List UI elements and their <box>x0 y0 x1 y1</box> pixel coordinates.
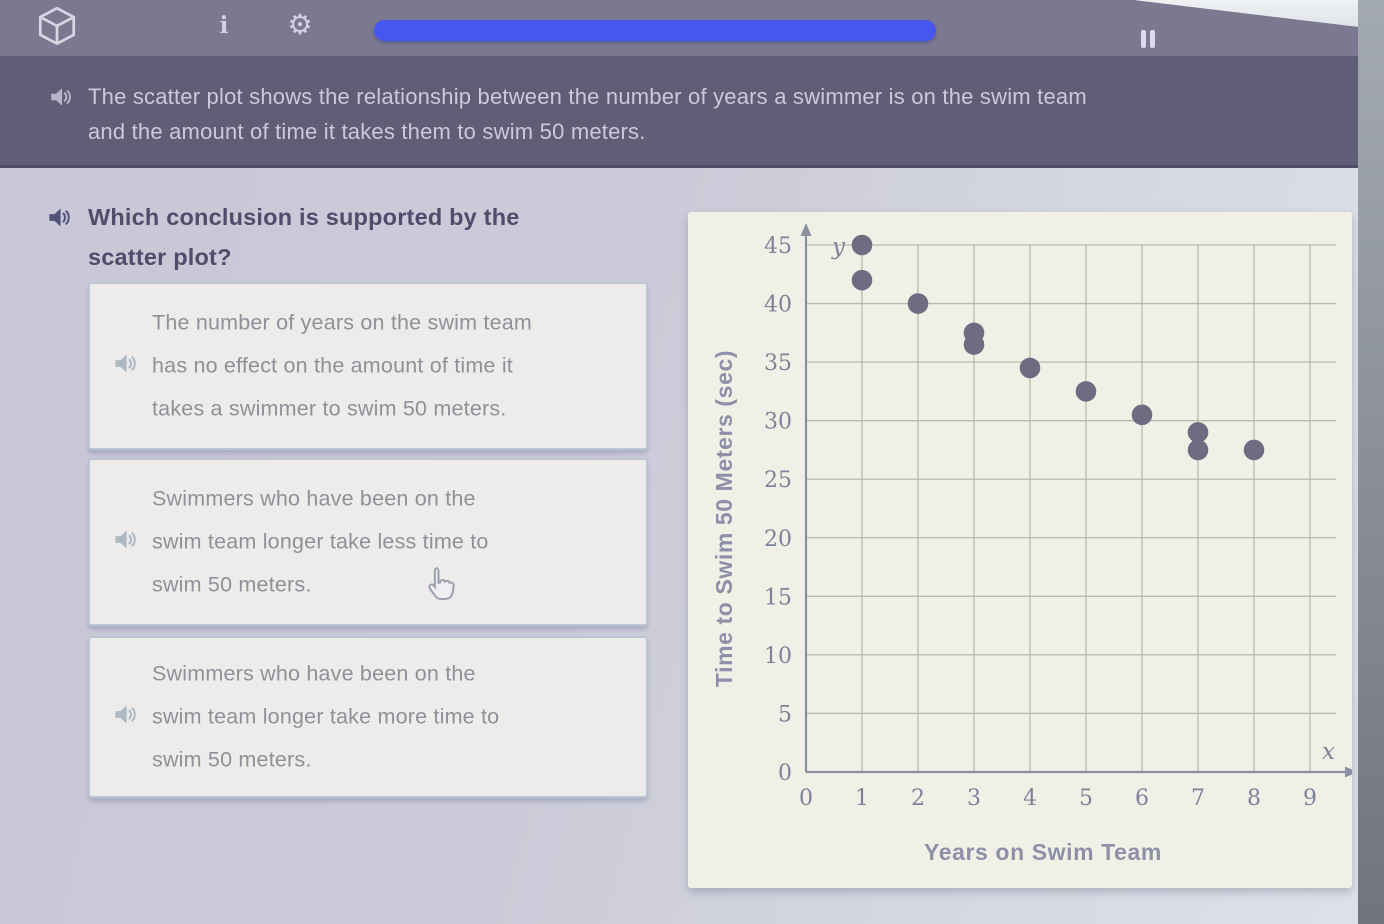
app-logo-cube-icon <box>34 4 80 55</box>
svg-text:0: 0 <box>778 761 792 786</box>
svg-text:40: 40 <box>764 293 792 318</box>
answer-2-speaker-icon[interactable] <box>112 526 139 558</box>
svg-text:10: 10 <box>764 644 792 669</box>
answer-1-speaker-icon[interactable] <box>112 350 139 382</box>
svg-text:7: 7 <box>1191 786 1205 811</box>
intro-speaker-icon[interactable] <box>48 84 74 115</box>
pause-icon <box>1141 30 1146 48</box>
question-intro-band: The scatter plot shows the relationship … <box>0 56 1384 168</box>
answer-option-1[interactable]: The number of years on the swim team has… <box>88 282 648 450</box>
svg-text:4: 4 <box>1023 786 1037 811</box>
top-bar: i ⚙ <box>0 0 1384 56</box>
answer-2-text: Swimmers who have been on the swim team … <box>152 486 489 597</box>
settings-gear-icon[interactable]: ⚙ <box>287 8 313 41</box>
svg-text:Years on Swim Team: Years on Swim Team <box>924 839 1162 865</box>
svg-text:9: 9 <box>1303 786 1317 811</box>
photo-edge-band <box>1358 0 1384 924</box>
pause-button[interactable] <box>1136 28 1162 52</box>
chart-panel: 0 5 10 15 20 25 30 35 40 45 0 1 2 3 4 5 6 7 8 9 y x Years on S… <box>688 212 1352 888</box>
pause-icon <box>1150 30 1155 48</box>
svg-text:y: y <box>831 234 846 260</box>
answer-3-speaker-icon[interactable] <box>112 701 139 733</box>
svg-text:1: 1 <box>855 786 869 811</box>
svg-text:x: x <box>1322 739 1335 765</box>
answer-option-2[interactable]: Swimmers who have been on the swim team … <box>88 458 648 626</box>
question-speaker-icon[interactable] <box>46 204 73 236</box>
answer-option-3[interactable]: Swimmers who have been on the swim team … <box>88 636 648 798</box>
svg-text:5: 5 <box>778 702 792 727</box>
svg-text:0: 0 <box>799 786 813 811</box>
intro-text: The scatter plot shows the relationship … <box>88 84 1087 144</box>
svg-text:30: 30 <box>764 410 792 435</box>
svg-text:3: 3 <box>967 786 981 811</box>
progress-bar <box>374 20 936 41</box>
svg-text:Time to Swim 50 Meters (sec): Time to Swim 50 Meters (sec) <box>711 350 737 687</box>
answer-3-text: Swimmers who have been on the swim team … <box>152 661 500 772</box>
svg-text:6: 6 <box>1135 786 1149 811</box>
info-icon[interactable]: i <box>219 12 229 39</box>
answer-1-text: The number of years on the swim team has… <box>152 310 533 421</box>
question-prompt: Which conclusion is supported by the sca… <box>88 204 520 270</box>
svg-text:2: 2 <box>911 786 925 811</box>
svg-text:35: 35 <box>764 351 792 376</box>
svg-text:25: 25 <box>764 468 792 493</box>
svg-text:45: 45 <box>764 234 792 259</box>
svg-text:20: 20 <box>764 527 792 552</box>
svg-text:5: 5 <box>1079 786 1093 811</box>
svg-text:8: 8 <box>1247 786 1261 811</box>
svg-text:15: 15 <box>764 585 792 610</box>
